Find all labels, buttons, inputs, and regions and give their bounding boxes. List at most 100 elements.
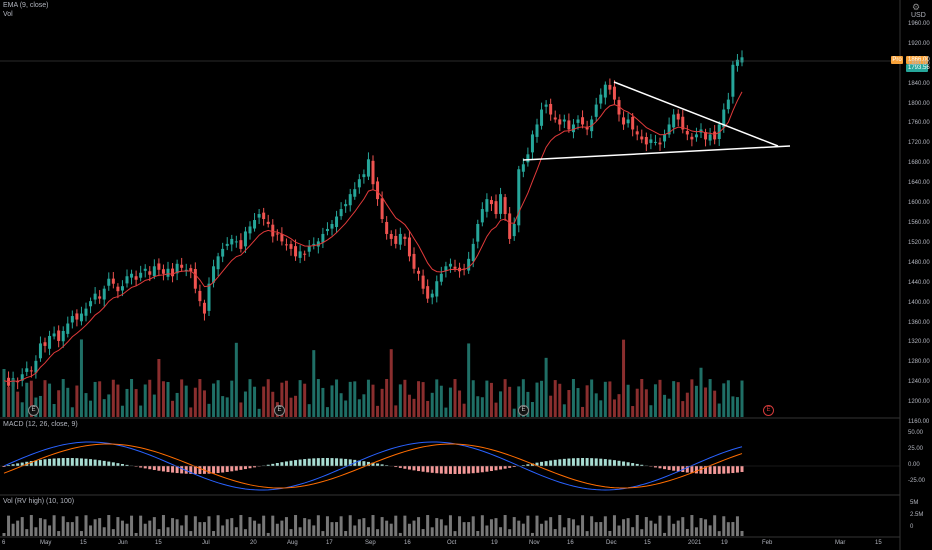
macd-histogram-bar [212, 466, 216, 474]
gear-icon[interactable]: ⚙ [912, 2, 921, 12]
candle-body [530, 134, 534, 153]
candle-body [526, 154, 530, 163]
candle-body [189, 268, 193, 272]
candle-body [407, 237, 411, 257]
macd-histogram-bar [503, 466, 507, 469]
ema-legend[interactable]: EMA (9, close) [3, 2, 49, 9]
volume-bar [216, 380, 220, 417]
rv-volume-bar [594, 522, 598, 536]
volume-bar [321, 387, 325, 417]
candle-body [184, 269, 188, 271]
candle-body [362, 174, 366, 178]
macd-histogram-bar [471, 466, 475, 474]
rv-volume-bar [626, 518, 630, 536]
vol-rv-legend[interactable]: Vol (RV high) (10, 100) [3, 498, 75, 505]
candle-body [148, 271, 152, 275]
rv-volume-bar [435, 518, 439, 536]
macd-histogram-bar [590, 458, 594, 466]
macd-legend[interactable]: MACD (12, 26, close, 9) [3, 421, 78, 428]
candle-body [412, 253, 416, 269]
rv-volume-bar [635, 515, 639, 536]
candle-body [98, 296, 102, 299]
rv-volume-bar [535, 515, 539, 536]
earnings-marker[interactable]: E [518, 405, 529, 416]
candle-body [489, 200, 493, 205]
volume-bar [672, 381, 676, 417]
candle-body [29, 370, 33, 372]
rv-volume-bar [29, 515, 33, 536]
macd-histogram-bar [417, 466, 421, 472]
rv-volume-bar [307, 519, 311, 536]
earnings-marker[interactable]: E [28, 405, 39, 416]
volume-bar [535, 382, 539, 417]
rv-volume-bar [189, 531, 193, 536]
candle-body [594, 104, 598, 117]
rv-volume-bar [57, 531, 61, 536]
volume-bar [61, 379, 65, 417]
candle-body [207, 283, 211, 311]
ema-line [3, 91, 743, 383]
macd-histogram-bar [89, 459, 93, 466]
macd-histogram-bar [48, 458, 52, 466]
earnings-marker[interactable]: E [763, 405, 774, 416]
macd-histogram-bar [271, 463, 275, 466]
macd-histogram-bar [512, 466, 516, 467]
macd-histogram-bar [52, 458, 56, 466]
macd-histogram-bar [549, 460, 553, 466]
candle-body [672, 114, 676, 128]
macd-histogram-bar [344, 458, 348, 466]
rv-volume-bar [398, 532, 402, 536]
macd-histogram-bar [171, 466, 175, 473]
rv-volume-bar [271, 515, 275, 536]
macd-histogram-bar [726, 466, 730, 474]
volume-bar [635, 388, 639, 417]
candle-body [366, 159, 370, 177]
candle-body [348, 194, 352, 206]
rv-volume-bar [394, 515, 398, 536]
candle-body [20, 374, 24, 381]
candle-body [521, 164, 525, 172]
candle-body [48, 335, 52, 349]
candle-body [631, 116, 635, 130]
rv-volume-bar [672, 523, 676, 536]
macd-histogram-bar [526, 464, 530, 466]
volume-bar [412, 398, 416, 417]
rv-volume-bar [571, 519, 575, 536]
candle-body [385, 221, 389, 234]
macd-histogram-bar [321, 458, 325, 466]
rv-volume-bar [740, 530, 744, 536]
candle-body [389, 233, 393, 239]
ema-price-tag: 1793.56 [906, 64, 930, 72]
candle-body [571, 124, 575, 133]
rv-volume-bar [467, 522, 471, 536]
candle-body [708, 134, 712, 141]
time-tick-label: Dec [606, 540, 617, 546]
macd-histogram-bar [439, 466, 443, 474]
rv-volume-bar [731, 522, 735, 536]
candle-body [216, 256, 220, 270]
macd-histogram-bar [713, 466, 717, 474]
macd-histogram-bar [558, 459, 562, 466]
rv-volume-bar [735, 516, 739, 536]
candle-body [553, 117, 557, 120]
candle-body [289, 244, 293, 249]
rv-volume-bar [43, 519, 47, 536]
candle-body [485, 199, 489, 212]
macd-histogram-bar [676, 466, 680, 472]
earnings-marker[interactable]: E [274, 405, 285, 416]
rv-volume-bar [494, 518, 498, 536]
candle-body [576, 119, 580, 123]
macd-histogram-bar [608, 459, 612, 466]
macd-histogram-bar [79, 458, 83, 466]
candle-body [321, 233, 325, 243]
vol-legend[interactable]: Vol [3, 11, 13, 18]
rv-volume-bar [312, 525, 316, 536]
volume-bar [508, 386, 512, 417]
volume-bar [221, 396, 225, 417]
volume-bar [98, 381, 102, 417]
macd-histogram-bar [653, 466, 657, 468]
time-tick-label: 15 [80, 540, 87, 546]
volume-bar [540, 380, 544, 417]
candle-body [435, 281, 439, 297]
